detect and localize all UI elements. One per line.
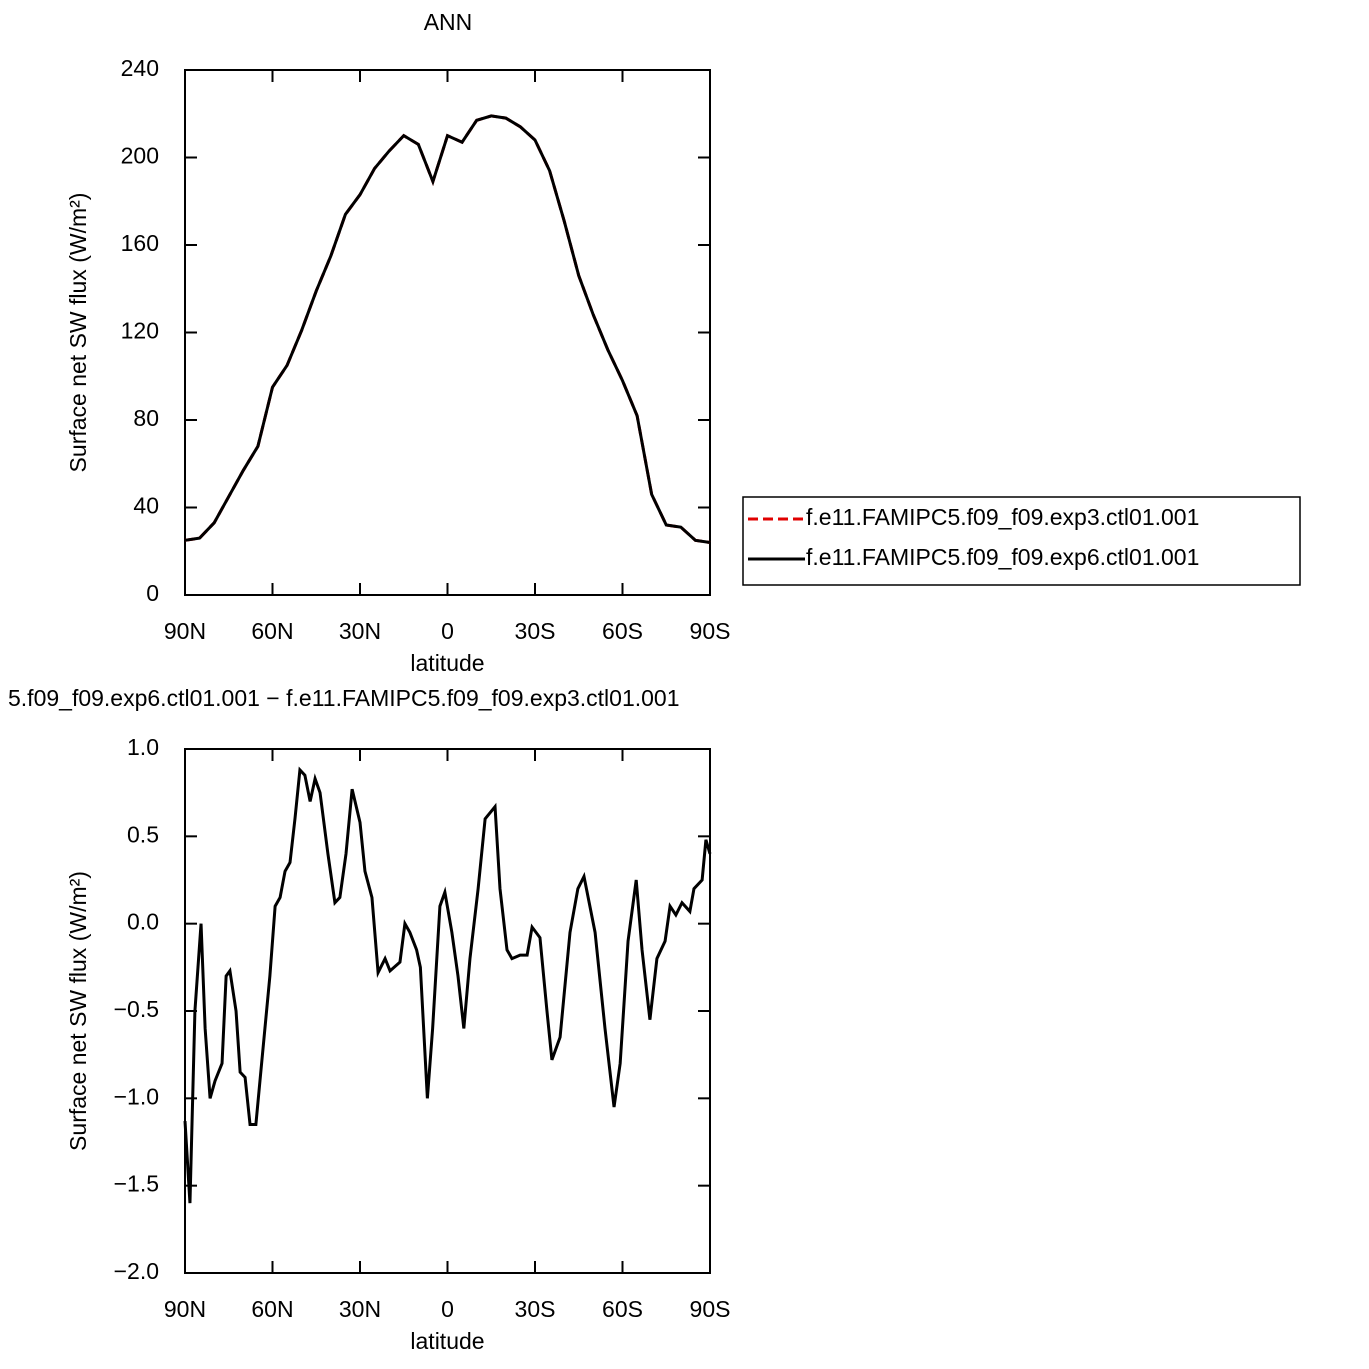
plot-frame xyxy=(184,69,711,596)
chart-title: 5.f09_f09.exp6.ctl01.001 − f.e11.FAMIPC5… xyxy=(8,685,680,711)
x-tick-label: 30N xyxy=(339,1296,381,1322)
y-axis-label: Surface net SW flux (W/m²) xyxy=(65,193,91,473)
y-tick-label: −2.0 xyxy=(114,1258,159,1284)
y-tick-label: 200 xyxy=(121,143,159,169)
x-axis-label: latitude xyxy=(410,1328,484,1354)
x-tick-label: 0 xyxy=(441,1296,454,1322)
y-tick-label: 80 xyxy=(133,405,159,431)
y-axis-label: Surface net SW flux (W/m²) xyxy=(65,871,91,1151)
data-line xyxy=(184,114,711,544)
y-tick-label: −1.0 xyxy=(114,1083,159,1109)
y-tick-label: −0.5 xyxy=(114,996,159,1022)
x-tick-label: 60N xyxy=(251,1296,293,1322)
x-tick-label: 90S xyxy=(690,1296,731,1322)
y-tick-label: 160 xyxy=(121,230,159,256)
legend-box xyxy=(742,496,1301,586)
x-tick-label: 30S xyxy=(515,1296,556,1322)
y-tick-label: 1.0 xyxy=(127,734,159,760)
x-tick-label: 30N xyxy=(339,618,381,644)
y-tick-label: 120 xyxy=(121,318,159,344)
x-tick-label: 60S xyxy=(602,1296,643,1322)
x-tick-label: 90N xyxy=(164,1296,206,1322)
legend-label: f.e11.FAMIPC5.f09_f09.exp3.ctl01.001 xyxy=(806,504,1199,530)
x-tick-label: 90N xyxy=(164,618,206,644)
x-tick-label: 90S xyxy=(690,618,731,644)
x-tick-label: 0 xyxy=(441,618,454,644)
y-tick-label: 40 xyxy=(133,493,159,519)
y-tick-label: 240 xyxy=(121,55,159,81)
y-tick-label: 0.5 xyxy=(127,821,159,847)
x-tick-label: 60N xyxy=(251,618,293,644)
x-axis-label: latitude xyxy=(410,650,484,676)
chart-title: ANN xyxy=(424,9,473,35)
data-line xyxy=(183,766,712,1204)
data-line xyxy=(184,114,711,544)
x-tick-label: 60S xyxy=(602,618,643,644)
x-tick-label: 30S xyxy=(515,618,556,644)
y-tick-label: 0.0 xyxy=(127,909,159,935)
y-tick-label: −1.5 xyxy=(114,1171,159,1197)
y-tick-label: 0 xyxy=(146,580,159,606)
legend-label: f.e11.FAMIPC5.f09_f09.exp6.ctl01.001 xyxy=(806,544,1199,570)
plot-frame xyxy=(184,748,711,1274)
